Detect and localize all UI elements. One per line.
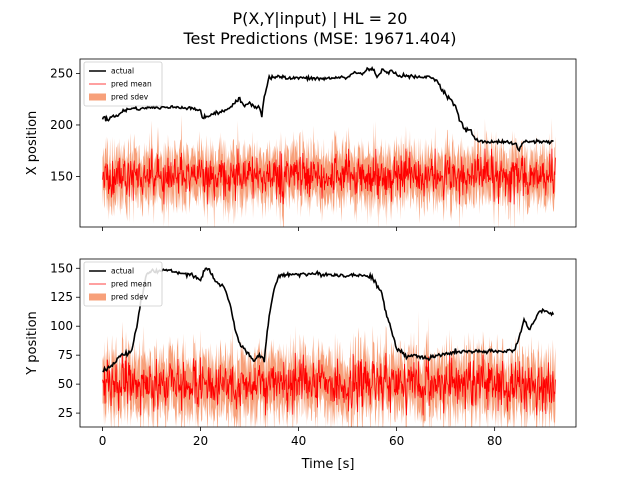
y-axis-label: X position <box>25 111 40 176</box>
legend: actual pred mean pred sdev <box>83 261 163 307</box>
pred-mean-line <box>102 148 556 205</box>
y-tick-label: 250 <box>50 66 73 80</box>
x-tick-label: 80 <box>487 434 502 448</box>
y-tick-label: 150 <box>50 169 73 183</box>
x-tick-label: 60 <box>389 434 404 448</box>
legend-label: actual <box>111 267 134 276</box>
x-tick-label: 40 <box>291 434 306 448</box>
axes-frame <box>79 258 577 428</box>
y-position-axes: 0 20 40 60 80 25 50 75 100 125 150 Y position Time [… <box>25 258 577 472</box>
y-tick-label: 150 <box>50 261 73 275</box>
legend-label: pred sdev <box>111 293 149 302</box>
x-position-axes: 150 200 250 X position actual pred mean pred s… <box>25 58 577 231</box>
plot-area <box>101 65 556 227</box>
pred-mean-line <box>102 352 556 416</box>
y-tick-label: 50 <box>58 377 73 391</box>
legend-label: actual <box>111 67 134 76</box>
pred-sdev-band <box>102 311 556 427</box>
y-tick-label: 100 <box>50 319 73 333</box>
y-tick-label: 125 <box>50 290 73 304</box>
actual-line <box>102 267 555 373</box>
pred-sdev-band <box>102 115 556 227</box>
y-tick-label: 25 <box>58 406 73 420</box>
x-axis-label: Time [s] <box>301 457 355 472</box>
actual-line <box>101 65 554 153</box>
legend-pred-sdev-swatch <box>89 293 106 301</box>
legend-label: pred mean <box>111 280 152 289</box>
axes-frame <box>79 58 577 228</box>
figure-title-line2: Test Predictions (MSE: 19671.404) <box>182 29 456 48</box>
legend-label: pred mean <box>111 80 152 89</box>
y-axis-label: Y position <box>25 311 40 376</box>
plot-area <box>102 267 556 427</box>
legend-label: pred sdev <box>111 93 149 102</box>
legend: actual pred mean pred sdev <box>83 61 163 107</box>
y-tick-label: 200 <box>50 118 73 132</box>
legend-pred-sdev-swatch <box>89 93 106 101</box>
x-tick-label: 20 <box>193 434 208 448</box>
y-tick-label: 75 <box>58 348 73 362</box>
figure-title-line1: P(X,Y|input) | HL = 20 <box>233 9 408 28</box>
x-tick-label: 0 <box>99 434 107 448</box>
